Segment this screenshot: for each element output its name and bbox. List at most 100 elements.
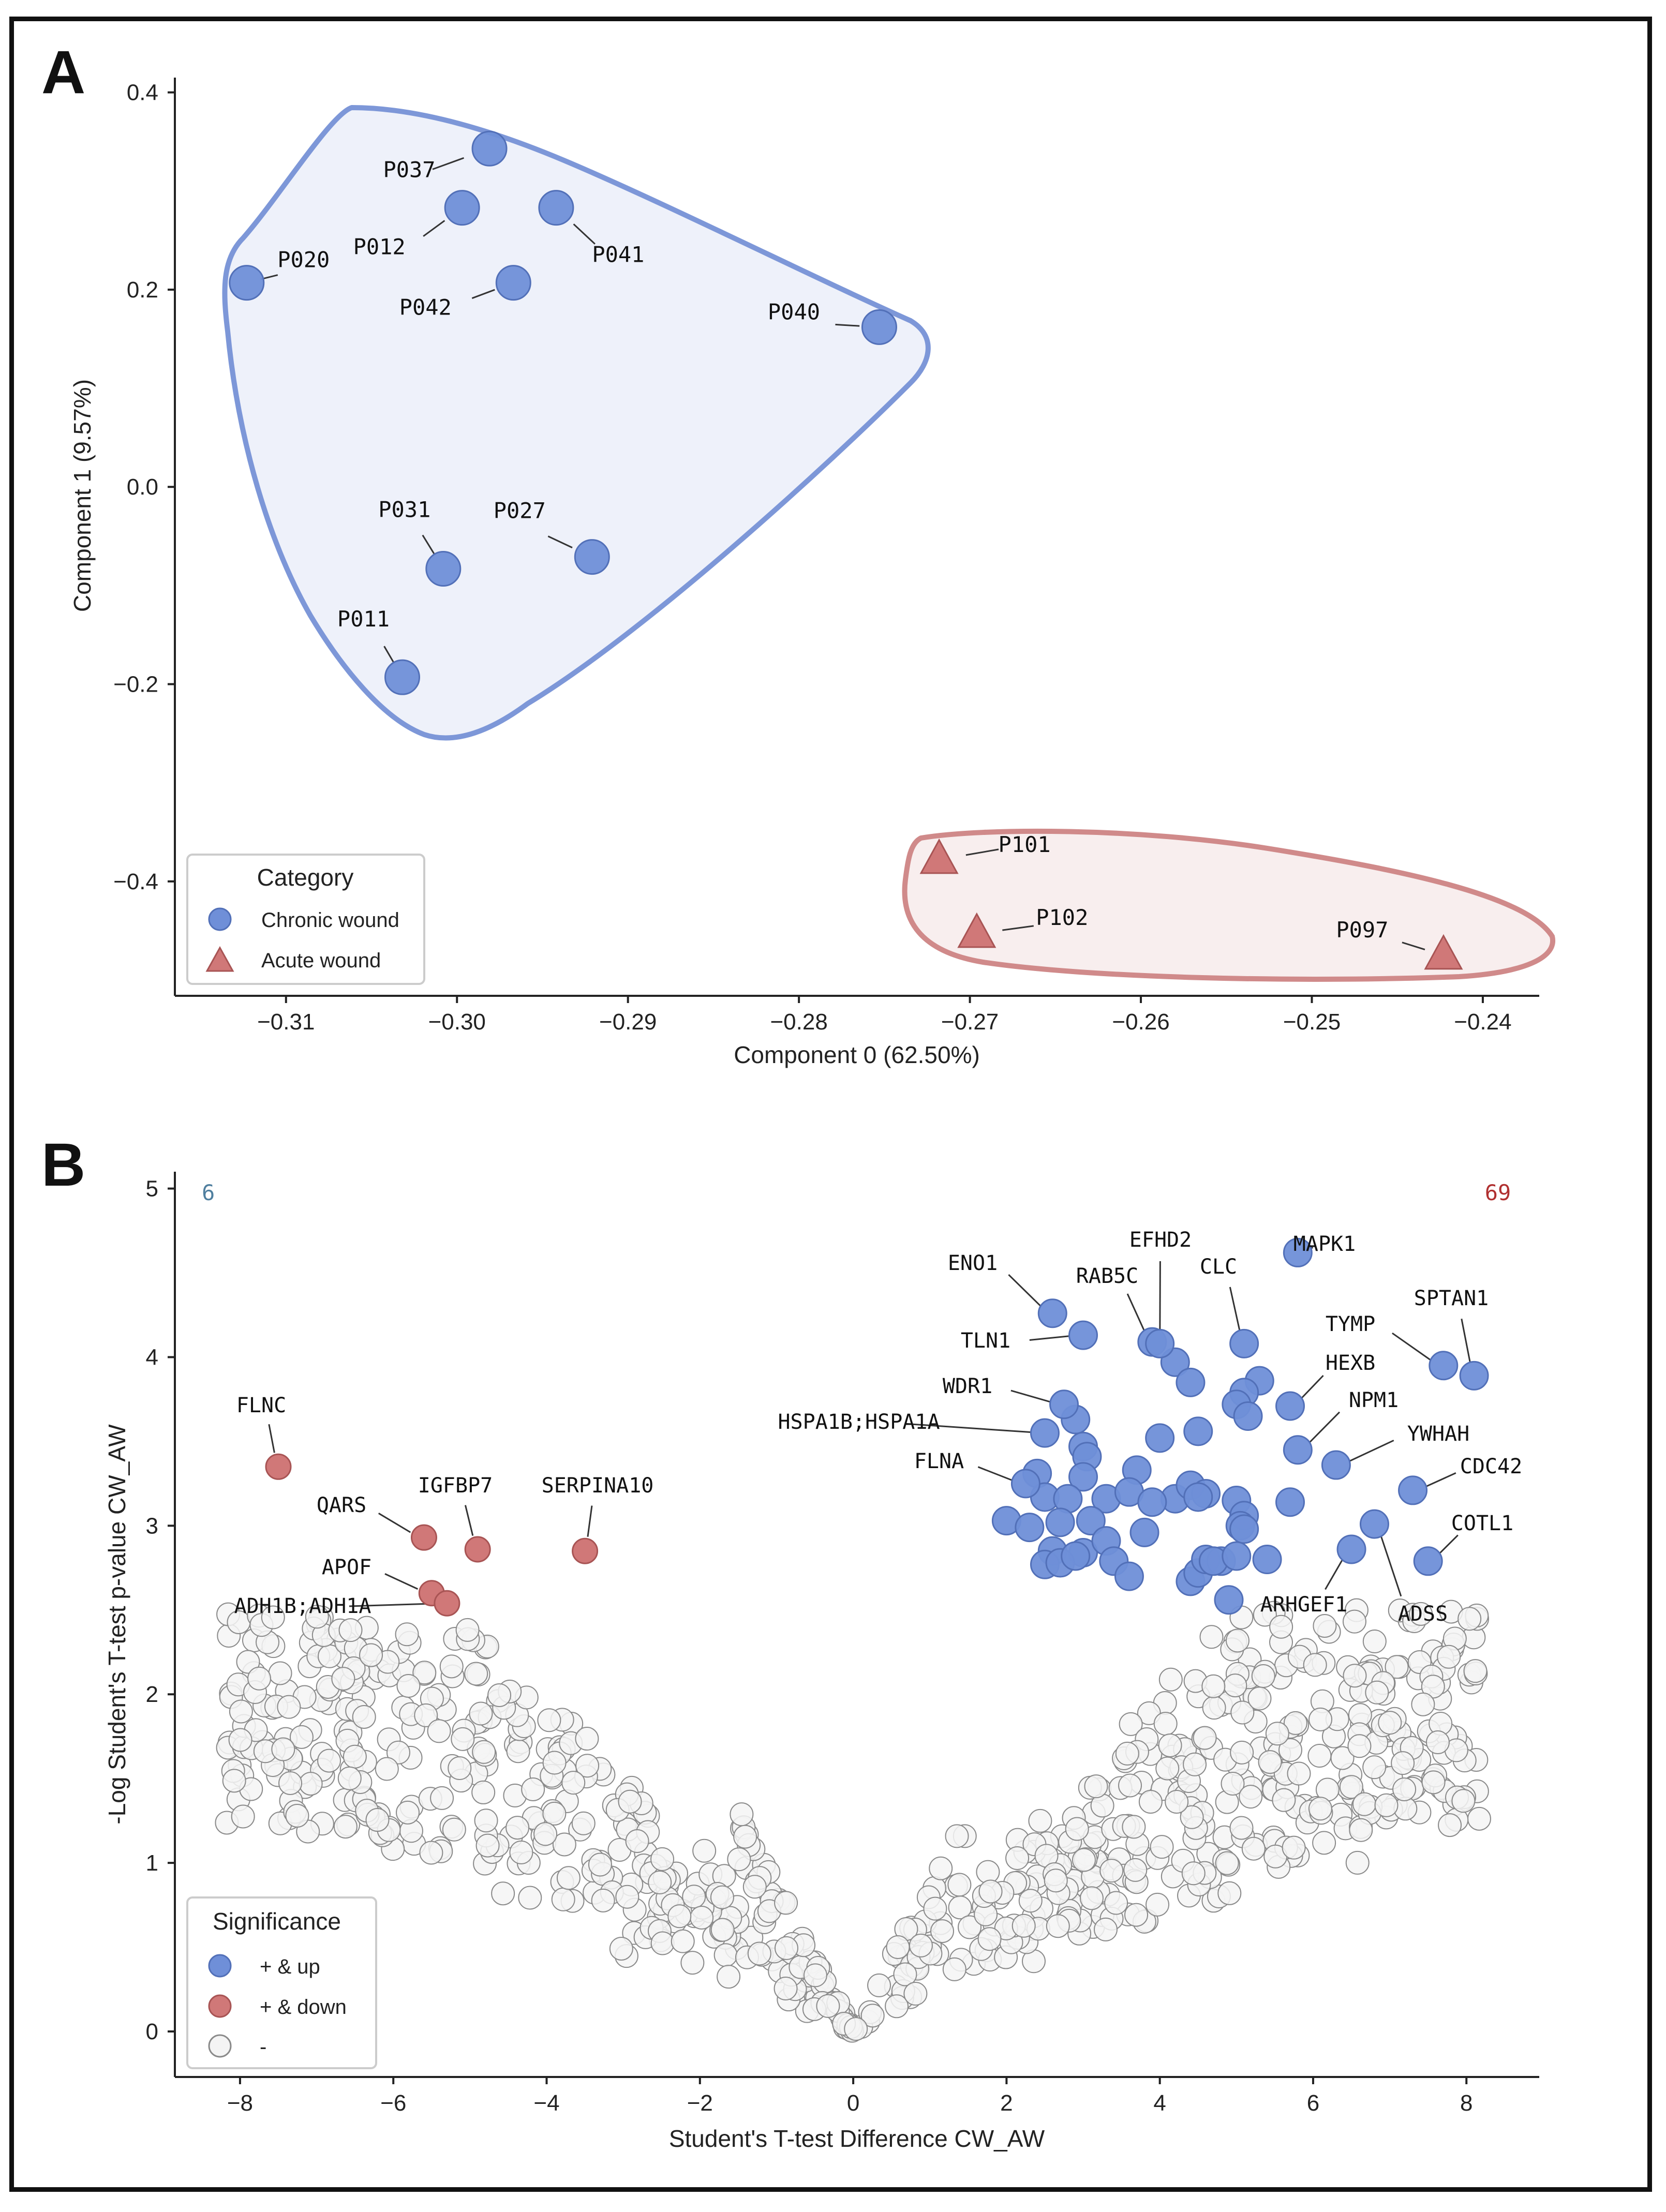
nonsig-point [1124,1903,1149,1927]
panel-b-y-ticks: 0 1 2 3 4 5 [146,1176,175,2044]
nonsig-point [1342,1609,1366,1634]
nonsig-point [690,1906,714,1930]
nonsig-point [1239,1785,1263,1809]
label-p011: P011 [337,606,390,632]
legend-chronic-wound-marker [208,907,232,931]
nonsig-point [414,1703,438,1727]
nonsig-point [1438,1813,1462,1837]
nonsig-point [1158,1667,1183,1692]
panel-b-legend-box [186,1896,377,2069]
up-point [1076,1506,1106,1536]
panel-b-x-tick-label: 0 [847,2090,859,2116]
nonsig-point [1343,1664,1367,1688]
nonsig-point [1181,1861,1206,1886]
leader-p040 [835,323,860,327]
label-cotl1: COTL1 [1451,1512,1513,1535]
nonsig-point [412,1661,437,1685]
panel-a-y-tick-label: −0.4 [113,869,158,894]
nonsig-point [352,1705,376,1729]
panel-a-legend-box [186,854,425,985]
nonsig-point [552,1832,576,1857]
nonsig-point [958,1915,982,1939]
down-point-adh1b-adh1a [434,1590,460,1617]
nonsig-point [542,1751,567,1775]
nonsig-point [1451,1789,1476,1813]
up-point [1129,1517,1159,1547]
nonsig-point [1411,1692,1435,1716]
up-point [1061,1541,1091,1571]
nonsig-point [375,1757,399,1781]
legend-chronic-wound-label: Chronic wound [261,909,399,932]
nonsig-point [1437,1645,1461,1669]
panel-a-points [229,130,1463,970]
point-p097 [1424,934,1463,970]
label-serpina10: SERPINA10 [542,1474,654,1498]
nonsig-point [537,1708,561,1732]
panel-b-x-tick-label: 8 [1460,2090,1472,2116]
nonsig-point [1362,1630,1387,1654]
label-wdr1: WDR1 [943,1374,992,1398]
label-p037: P037 [383,157,435,182]
panel-b-y-tick-label: 3 [146,1513,158,1538]
up-point [1222,1541,1252,1571]
label-p031: P031 [378,497,430,522]
nonsig-point [299,1772,323,1796]
panel-b-count-left: 6 [202,1180,215,1205]
up-point [1275,1487,1305,1517]
point-p102 [957,912,996,948]
legend-nonsig-label: - [260,2036,266,2058]
leader-p041 [573,223,596,245]
label-mapk1: MAPK1 [1293,1232,1356,1256]
nonsig-point [1028,1809,1052,1833]
nonsig-point [1118,1773,1142,1798]
nonsig-point [886,1935,910,1959]
nonsig-point [278,1771,303,1795]
panel-a-y-tick-label: 0.4 [127,80,158,106]
nonsig-point [1385,1655,1409,1679]
leader-hexb [1301,1374,1324,1398]
down-point-flnc [265,1453,292,1480]
leader-adss [1380,1536,1402,1597]
leader-clc [1229,1287,1241,1331]
acute-wound-hull [902,828,1556,982]
nonsig-point [844,2017,868,2041]
nonsig-point [1392,1777,1417,1801]
nonsig-point [509,1840,533,1864]
up-point-hspa1b-hspa1a [1030,1418,1060,1448]
nonsig-point [396,1800,420,1825]
label-adss: ADSS [1398,1602,1448,1626]
leader-apof [384,1573,419,1590]
nonsig-point [472,1740,496,1764]
nonsig-point [1084,1774,1108,1799]
nonsig-point [1199,1625,1224,1649]
nonsig-point [625,1829,649,1853]
nonsig-point [229,1699,253,1724]
panel-b-count-right: 69 [1485,1180,1511,1205]
nonsig-point [742,1875,767,1899]
nonsig-point [1409,1602,1433,1626]
label-flna: FLNA [914,1449,964,1473]
up-point [1183,1482,1213,1512]
point-p027 [574,539,610,575]
nonsig-point [1378,1711,1402,1735]
nonsig-point [1012,1914,1036,1938]
nonsig-point [1104,1891,1128,1915]
nonsig-point [1457,1607,1482,1631]
nonsig-point [747,1941,771,1966]
nonsig-point [976,1860,1000,1884]
nonsig-point [977,1927,1002,1951]
nonsig-point [1094,1917,1118,1941]
panel-b-y-label: -Log Student's T-test p-value CW_AW [103,1424,130,1825]
leader-p042 [471,289,495,299]
nonsig-point [551,1887,575,1911]
nonsig-point [1365,1680,1389,1705]
panel-a-y-tick-label: 0.2 [127,277,158,303]
nonsig-point [1230,1740,1254,1765]
leader-p011 [383,646,395,664]
nonsig-point [947,1873,972,1897]
leader-flna [977,1466,1012,1481]
nonsig-point [1345,1850,1370,1875]
up-point-cotl1 [1413,1546,1443,1576]
panel-b-y-tick-label: 1 [146,1850,158,1876]
